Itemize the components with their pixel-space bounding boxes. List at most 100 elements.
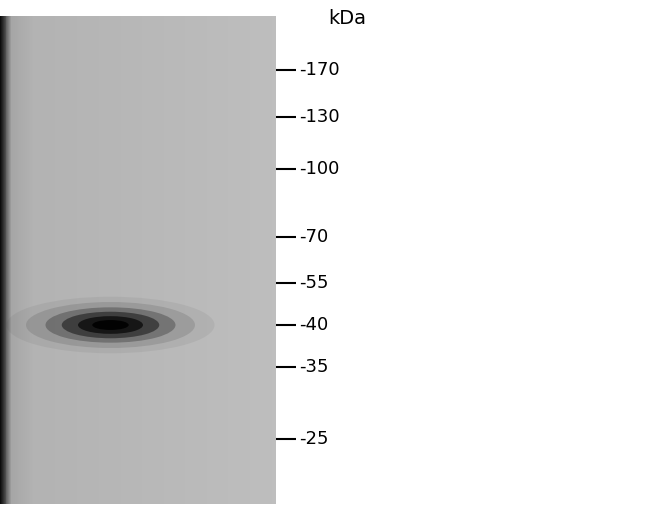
Bar: [57, 16, 58, 504]
Bar: [236, 16, 237, 504]
Bar: [91, 16, 92, 504]
Bar: [32, 16, 33, 504]
Bar: [223, 16, 224, 504]
Bar: [135, 16, 136, 504]
Bar: [2, 16, 3, 504]
Bar: [201, 16, 202, 504]
Bar: [111, 16, 112, 504]
Text: -35: -35: [299, 358, 328, 375]
Bar: [221, 16, 222, 504]
Bar: [108, 16, 109, 504]
Bar: [66, 16, 67, 504]
Bar: [86, 16, 88, 504]
Bar: [213, 16, 214, 504]
Bar: [25, 16, 26, 504]
Bar: [182, 16, 183, 504]
Bar: [61, 16, 62, 504]
Bar: [113, 16, 114, 504]
Bar: [188, 16, 190, 504]
Bar: [210, 16, 211, 504]
Bar: [181, 16, 182, 504]
Bar: [120, 16, 121, 504]
Bar: [270, 16, 271, 504]
Bar: [1, 16, 2, 504]
Bar: [31, 16, 32, 504]
Bar: [231, 16, 232, 504]
Bar: [59, 16, 60, 504]
Bar: [160, 16, 161, 504]
Bar: [39, 16, 40, 504]
Bar: [166, 16, 168, 504]
Text: -170: -170: [299, 61, 339, 79]
Bar: [246, 16, 247, 504]
Bar: [212, 16, 213, 504]
Bar: [255, 16, 256, 504]
Bar: [183, 16, 184, 504]
Bar: [3, 16, 4, 504]
Bar: [71, 16, 72, 504]
Bar: [238, 16, 239, 504]
Bar: [219, 16, 220, 504]
Bar: [18, 16, 20, 504]
Bar: [226, 16, 227, 504]
Bar: [186, 16, 187, 504]
Bar: [105, 16, 106, 504]
Bar: [232, 16, 233, 504]
Bar: [9, 16, 10, 504]
Bar: [55, 16, 56, 504]
Bar: [104, 16, 105, 504]
Bar: [254, 16, 255, 504]
Bar: [130, 16, 131, 504]
Bar: [177, 16, 179, 504]
Bar: [29, 16, 31, 504]
Bar: [64, 16, 66, 504]
Bar: [252, 16, 254, 504]
Bar: [168, 16, 170, 504]
Bar: [159, 16, 160, 504]
Bar: [143, 16, 144, 504]
Bar: [132, 16, 133, 504]
Bar: [152, 16, 153, 504]
Bar: [112, 16, 113, 504]
Bar: [53, 16, 55, 504]
Bar: [229, 16, 230, 504]
Bar: [245, 16, 246, 504]
Bar: [17, 16, 18, 504]
Bar: [56, 16, 57, 504]
Bar: [272, 16, 274, 504]
Bar: [211, 16, 212, 504]
Bar: [40, 16, 42, 504]
Bar: [204, 16, 205, 504]
Bar: [115, 16, 116, 504]
Bar: [222, 16, 223, 504]
Bar: [170, 16, 172, 504]
Bar: [187, 16, 188, 504]
Bar: [247, 16, 248, 504]
Bar: [137, 16, 138, 504]
Ellipse shape: [6, 297, 214, 353]
Bar: [62, 16, 64, 504]
Bar: [142, 16, 143, 504]
Bar: [266, 16, 267, 504]
Bar: [259, 16, 261, 504]
Bar: [250, 16, 252, 504]
Bar: [237, 16, 238, 504]
Bar: [190, 16, 192, 504]
Bar: [80, 16, 81, 504]
Bar: [195, 16, 196, 504]
Bar: [103, 16, 104, 504]
Bar: [155, 16, 157, 504]
Bar: [100, 16, 101, 504]
Bar: [75, 16, 77, 504]
Bar: [101, 16, 102, 504]
Bar: [44, 16, 45, 504]
Bar: [124, 16, 125, 504]
Bar: [36, 16, 37, 504]
Bar: [129, 16, 130, 504]
Bar: [234, 16, 235, 504]
Text: -40: -40: [299, 316, 328, 334]
Bar: [96, 16, 97, 504]
Bar: [67, 16, 68, 504]
Bar: [20, 16, 21, 504]
Bar: [118, 16, 119, 504]
